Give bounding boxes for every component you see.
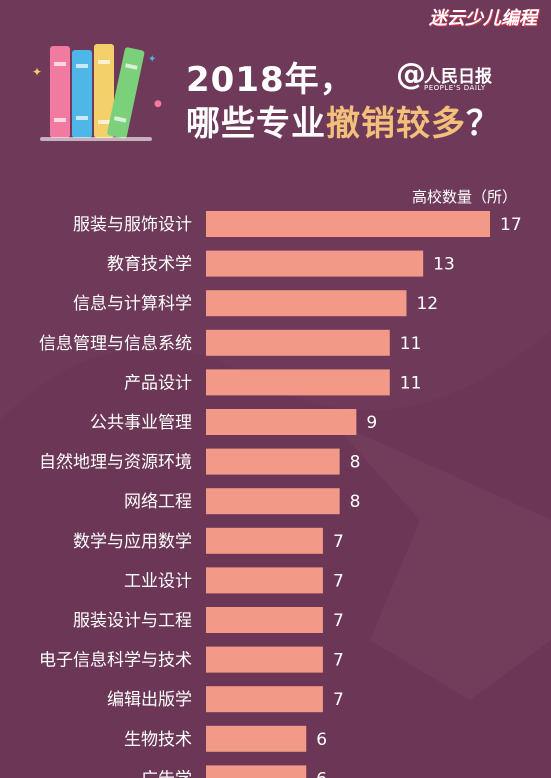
value-label: 11 — [400, 373, 422, 393]
peoples-daily-logo: @ 人民日报 PEOPLE'S DAILY — [396, 57, 492, 93]
category-label: 产品设计 — [124, 373, 192, 393]
value-label: 7 — [333, 690, 344, 710]
bar — [206, 488, 340, 515]
value-label: 13 — [433, 255, 455, 275]
category-label: 数学与应用数学 — [73, 532, 192, 552]
value-label: 17 — [500, 215, 522, 235]
value-label: 6 — [316, 769, 327, 778]
bar — [206, 567, 323, 594]
svg-text:●: ● — [154, 99, 162, 109]
value-label: 7 — [333, 651, 344, 671]
bar — [206, 607, 323, 633]
category-label: 服装设计与工程 — [73, 611, 192, 631]
bar — [206, 329, 390, 356]
bar — [206, 527, 323, 554]
title-line-2-plain: 哪些专业 — [186, 104, 326, 144]
value-label: 7 — [333, 571, 344, 591]
value-label: 8 — [350, 492, 361, 512]
category-label: 公共事业管理 — [90, 413, 192, 433]
logo-name-en: PEOPLE'S DAILY — [424, 84, 486, 92]
value-label: 7 — [333, 611, 344, 631]
bar — [206, 211, 490, 237]
value-label: 7 — [333, 532, 344, 552]
category-label: 电子信息科学与技术 — [39, 651, 192, 671]
category-label: 自然地理与资源环境 — [39, 453, 192, 473]
bar — [206, 409, 357, 435]
title-line-2: 哪些专业撤销较多？ — [186, 102, 501, 146]
value-label: 11 — [400, 334, 422, 354]
bar — [206, 250, 424, 277]
value-label: 6 — [316, 730, 327, 750]
category-label: 工业设计 — [124, 571, 192, 591]
value-label: 8 — [350, 453, 361, 473]
title-line-2-end: ？ — [466, 104, 501, 144]
bar — [206, 725, 307, 752]
bar — [206, 448, 340, 475]
bar — [206, 369, 390, 396]
category-label: 信息管理与信息系统 — [39, 334, 192, 354]
page-title: 2018年， 哪些专业撤销较多？ — [186, 58, 501, 146]
svg-text:✦: ✦ — [148, 54, 156, 65]
axis-unit-label: 高校数量（所） — [411, 188, 517, 206]
category-label: 编辑出版学 — [107, 690, 192, 710]
title-line-1: 2018年， — [186, 60, 355, 100]
svg-text:✦: ✦ — [32, 65, 42, 79]
at-logo-icon: @ — [396, 57, 426, 92]
category-label: 服装与服饰设计 — [73, 215, 192, 235]
watermark-text: 迷云少儿编程 — [429, 8, 537, 29]
bar — [206, 646, 323, 673]
books-icon: ✦ ✦ ● — [32, 44, 162, 141]
title-line-2-highlight: 撤销较多 — [326, 104, 466, 144]
bar — [206, 686, 323, 713]
category-label: 教育技术学 — [107, 255, 192, 275]
bar — [206, 290, 407, 317]
category-label: 广告学 — [141, 769, 192, 778]
bar — [206, 765, 307, 778]
category-label: 信息与计算科学 — [73, 294, 192, 314]
logo-name-cn: 人民日报 — [424, 67, 492, 87]
category-label: 网络工程 — [124, 492, 192, 512]
category-label: 生物技术 — [124, 730, 192, 750]
value-label: 12 — [416, 294, 438, 314]
value-label: 9 — [366, 413, 377, 433]
